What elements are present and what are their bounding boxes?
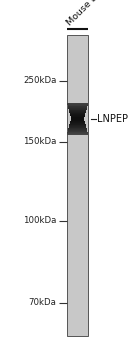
Bar: [69, 111, 86, 112]
Bar: [69, 127, 86, 128]
Bar: [67, 35, 88, 336]
Bar: [68, 131, 87, 132]
Bar: [71, 120, 85, 121]
Bar: [71, 117, 84, 118]
Bar: [67, 132, 88, 133]
Bar: [69, 125, 86, 126]
Bar: [68, 107, 87, 108]
Bar: [70, 113, 85, 114]
Bar: [67, 103, 88, 104]
Bar: [68, 108, 87, 109]
Bar: [68, 106, 87, 107]
Text: LNPEP: LNPEP: [97, 114, 128, 124]
Bar: [70, 121, 85, 122]
Bar: [70, 124, 86, 125]
Text: 250kDa: 250kDa: [23, 76, 57, 85]
Bar: [68, 105, 88, 106]
Text: 150kDa: 150kDa: [23, 137, 57, 146]
Bar: [70, 123, 85, 124]
Bar: [71, 118, 84, 119]
Bar: [69, 126, 86, 127]
Bar: [68, 129, 87, 130]
Text: 70kDa: 70kDa: [29, 298, 57, 307]
Text: Mouse brain: Mouse brain: [65, 0, 113, 27]
Bar: [70, 122, 85, 123]
Bar: [69, 110, 86, 111]
Bar: [67, 104, 88, 105]
Bar: [71, 119, 84, 120]
Bar: [70, 115, 85, 116]
Bar: [70, 114, 85, 115]
Bar: [68, 128, 87, 129]
Text: 100kDa: 100kDa: [23, 216, 57, 225]
Bar: [69, 109, 87, 110]
Bar: [71, 117, 84, 118]
Bar: [68, 130, 87, 131]
Bar: [67, 134, 88, 135]
Bar: [70, 112, 86, 113]
Bar: [71, 116, 85, 117]
Bar: [67, 133, 88, 134]
